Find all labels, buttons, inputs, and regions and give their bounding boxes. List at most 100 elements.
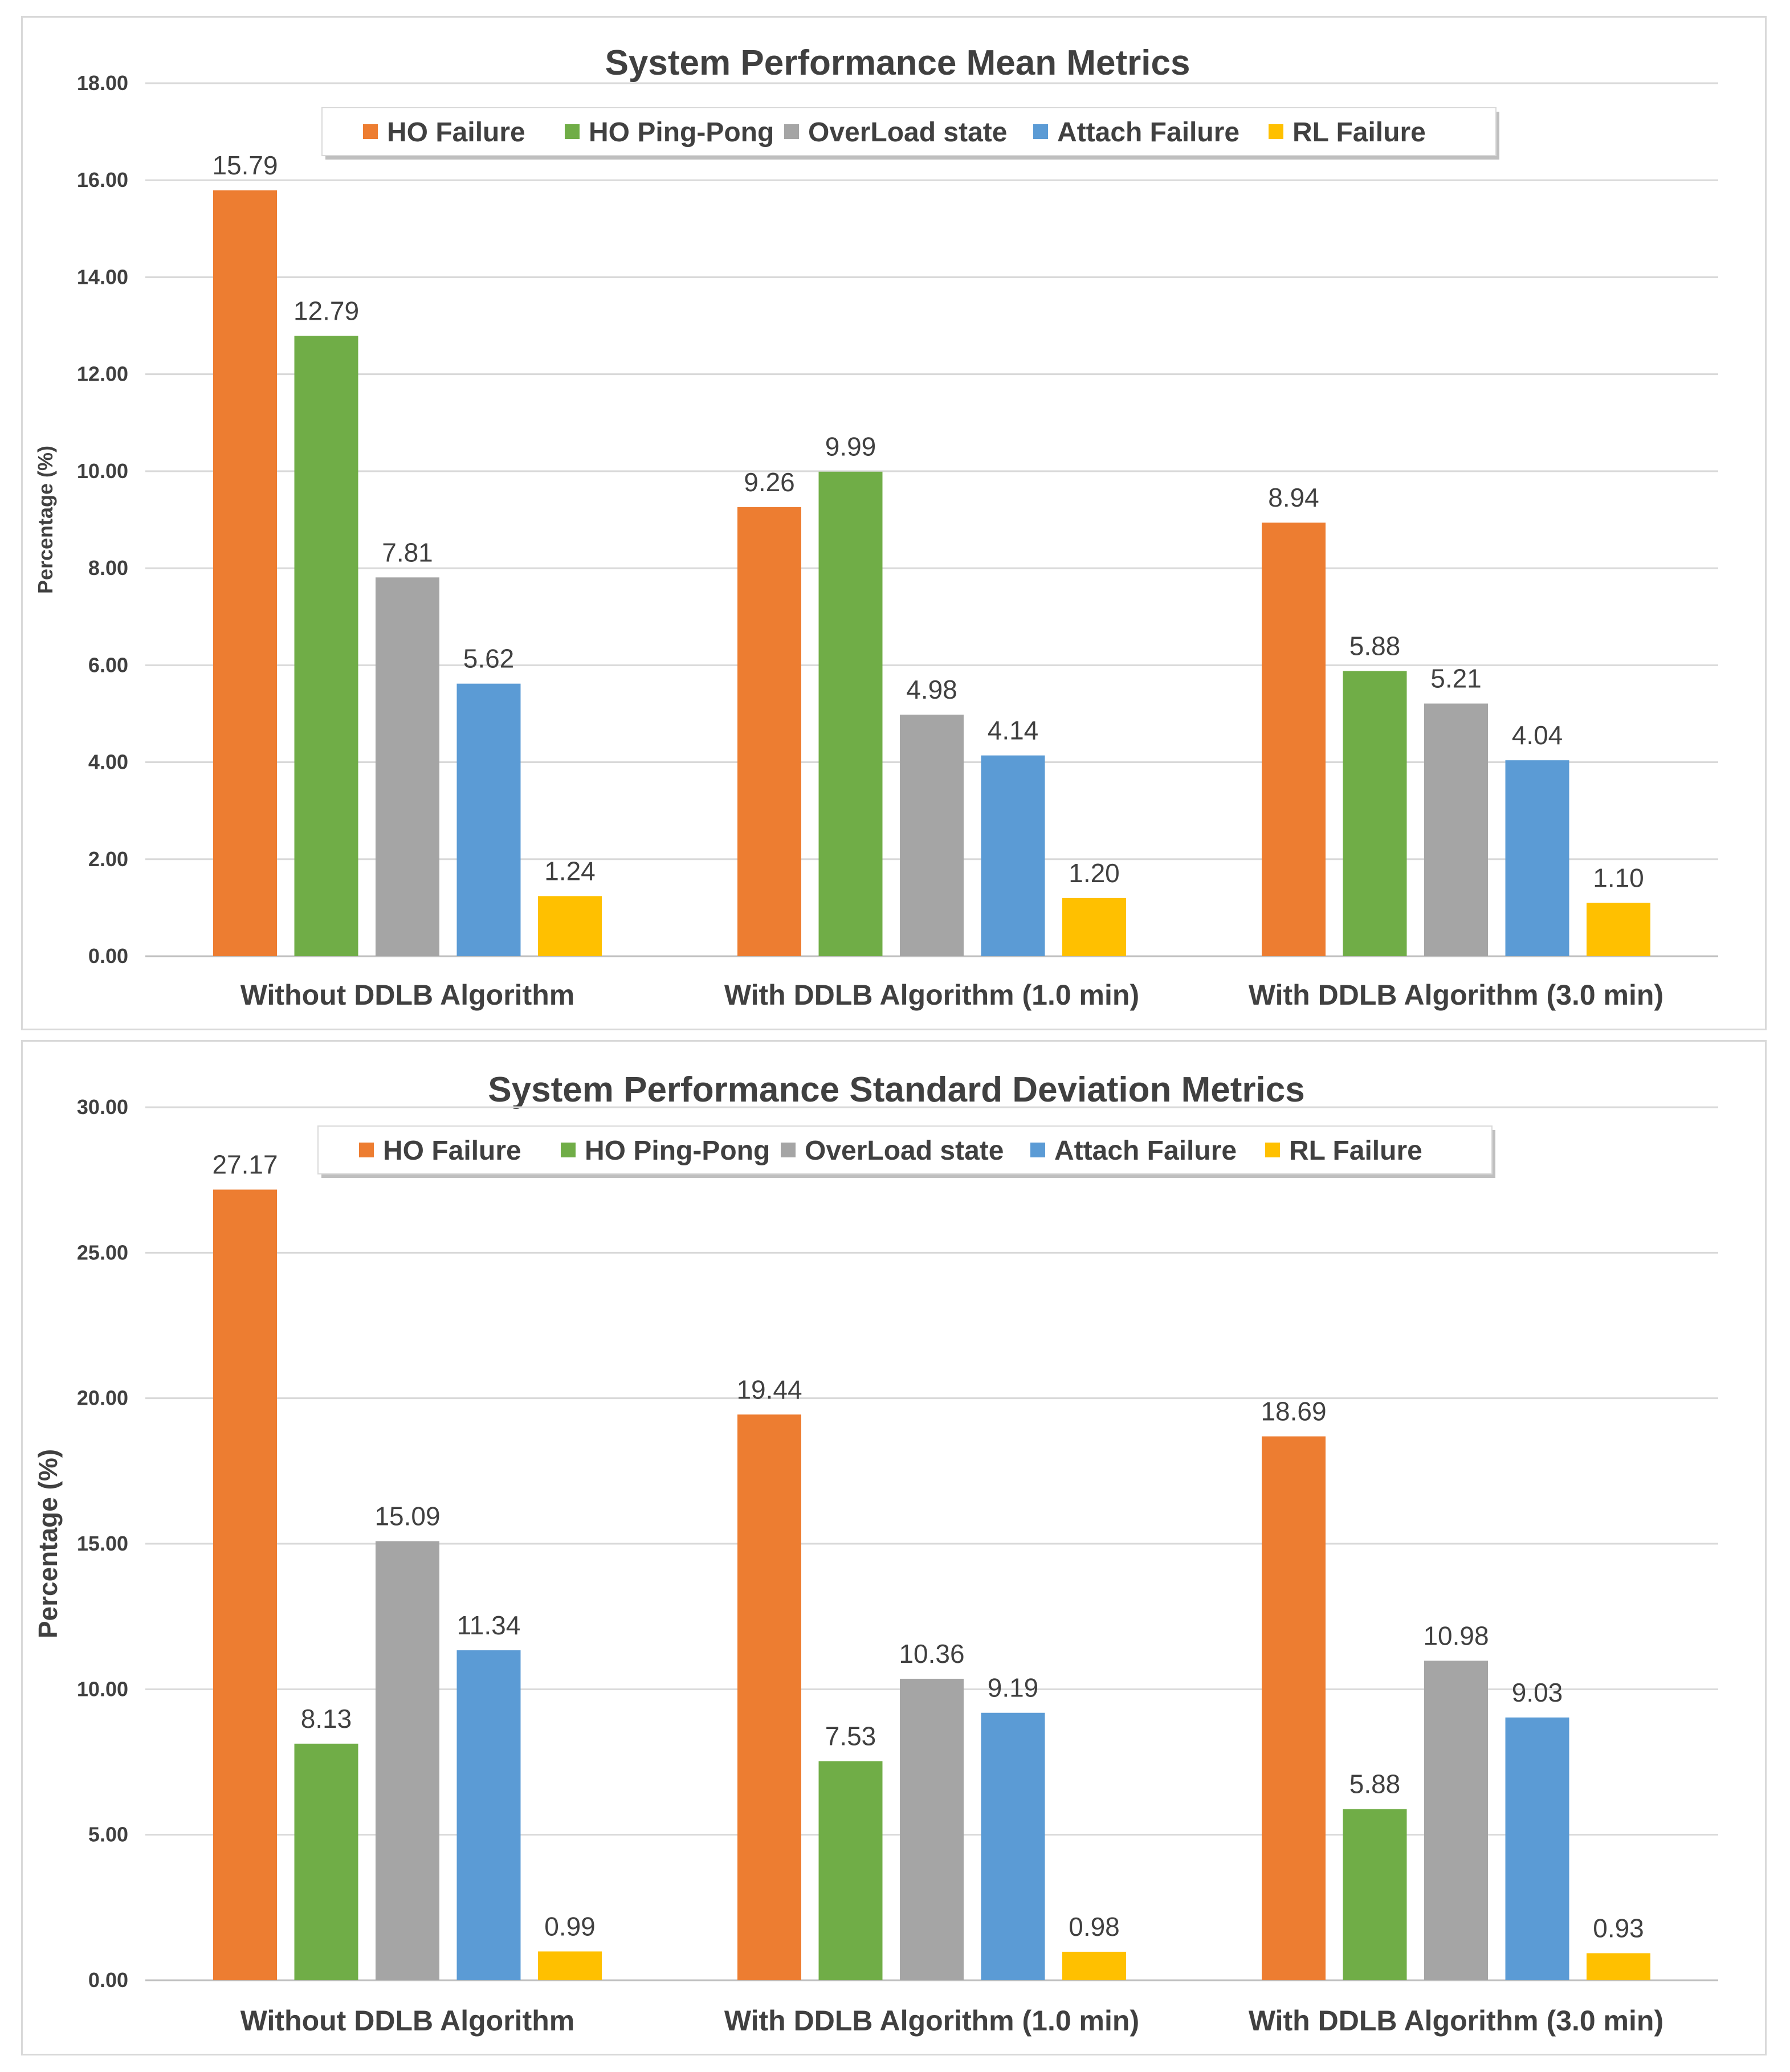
data-label: 7.81 (382, 537, 433, 567)
data-label: 7.53 (825, 1721, 876, 1751)
bars (213, 190, 1650, 956)
data-label: 0.99 (544, 1911, 596, 1941)
bar-overload-state (376, 1541, 439, 1980)
legend-label: HO Ping-Pong (585, 1136, 770, 1166)
bar-ho-ping-pong (818, 1761, 883, 1980)
legend-label: HO Failure (387, 117, 525, 148)
legend-label: OverLoad state (805, 1136, 1004, 1166)
mean-metrics-chart: System Performance Mean Metrics 0.00 2.00… (34, 43, 1718, 1011)
y-tick-label: 14.00 (77, 265, 128, 288)
bar-ho-failure (213, 1189, 277, 1980)
data-label: 27.17 (212, 1150, 278, 1180)
mean-metrics-chart-panel: System Performance Mean Metrics 0.00 2.00… (21, 16, 1767, 1030)
legend-box (321, 107, 1497, 156)
x-category-label: With DDLB Algorithm (1.0 min) (724, 979, 1139, 1011)
y-axis-label: Percentage (%) (34, 446, 57, 594)
y-tick-label: 5.00 (88, 1823, 128, 1846)
x-category-label: Without DDLB Algorithm (240, 2005, 574, 2037)
data-label: 1.20 (1069, 858, 1120, 888)
y-axis-ticks: 0.00 5.00 10.00 15.00 20.00 25.00 30.00 (77, 1095, 128, 1992)
bar-ho-failure (737, 507, 801, 956)
bar-attach-failure (1505, 760, 1569, 956)
data-label: 8.94 (1268, 483, 1319, 512)
data-label: 4.98 (906, 675, 957, 704)
data-label: 15.09 (374, 1501, 440, 1531)
x-category-label: With DDLB Algorithm (3.0 min) (1249, 2005, 1663, 2037)
legend-swatch (363, 124, 378, 139)
legend-label: HO Ping-Pong (589, 117, 774, 148)
data-label: 4.04 (1512, 720, 1563, 750)
bar-overload-state (900, 715, 964, 956)
data-label: 11.34 (457, 1610, 521, 1640)
y-tick-label: 16.00 (77, 168, 128, 191)
x-category-label: With DDLB Algorithm (1.0 min) (724, 2005, 1139, 2037)
std-metrics-chart-panel: System Performance Standard Deviation Me… (21, 1040, 1767, 2055)
legend-swatch (561, 1143, 576, 1157)
chart-title: System Performance Mean Metrics (605, 43, 1190, 83)
bar-ho-failure (1262, 1436, 1326, 1980)
data-label: 8.13 (301, 1704, 352, 1734)
y-tick-label: 0.00 (88, 1968, 128, 1992)
data-label: 0.98 (1069, 1912, 1120, 1942)
data-labels: 27.17 8.13 15.09 11.34 0.99 19.44 7.53 10.36 9.1… (212, 1150, 1644, 1943)
data-label: 9.99 (825, 432, 876, 462)
data-label: 9.26 (744, 467, 795, 497)
bar-ho-failure (737, 1414, 801, 1980)
y-tick-label: 25.00 (77, 1241, 128, 1264)
data-label: 1.24 (544, 856, 596, 886)
legend: HO Failure HO Ping-Pong OverLoad state Atta… (321, 107, 1499, 160)
bars (213, 1189, 1650, 1980)
y-axis-ticks: 0.00 2.00 4.00 6.00 8.00 10.00 12.00 14.00 16.00… (77, 71, 128, 968)
bar-ho-failure (1262, 523, 1326, 956)
legend-label: Attach Failure (1054, 1136, 1237, 1166)
data-label: 10.36 (899, 1639, 964, 1669)
data-label: 19.44 (736, 1374, 802, 1404)
bar-rl-failure (1062, 898, 1126, 956)
bar-attach-failure (456, 1650, 521, 1980)
y-axis-label: Percentage (%) (33, 1449, 63, 1638)
y-tick-label: 12.00 (77, 362, 128, 386)
legend-label: RL Failure (1292, 117, 1426, 148)
data-label: 5.21 (1430, 664, 1482, 694)
y-tick-label: 30.00 (77, 1095, 128, 1119)
bar-ho-ping-pong (1343, 671, 1407, 956)
data-label: 4.14 (988, 716, 1039, 745)
data-label: 1.10 (1593, 863, 1644, 892)
y-tick-label: 0.00 (88, 944, 128, 968)
y-tick-label: 6.00 (88, 653, 128, 676)
legend-swatch (1033, 124, 1048, 139)
y-tick-label: 2.00 (88, 847, 128, 871)
bar-attach-failure (456, 683, 521, 956)
bar-ho-ping-pong (294, 1743, 358, 1980)
legend-label: OverLoad state (808, 117, 1007, 148)
y-tick-label: 10.00 (77, 459, 128, 483)
bar-overload-state (376, 577, 439, 956)
bar-ho-ping-pong (818, 471, 883, 956)
bar-rl-failure (1062, 1951, 1126, 1980)
y-tick-label: 15.00 (77, 1532, 128, 1555)
x-axis-categories: Without DDLB Algorithm With DDLB Algorith… (240, 979, 1663, 1011)
legend-label: RL Failure (1289, 1136, 1422, 1166)
legend-label: HO Failure (383, 1136, 521, 1166)
y-tick-label: 18.00 (77, 71, 128, 95)
data-label: 15.79 (212, 150, 278, 180)
bar-attach-failure (981, 1712, 1045, 1980)
legend-swatch (1265, 1143, 1280, 1157)
x-category-label: With DDLB Algorithm (3.0 min) (1249, 979, 1663, 1011)
data-labels: 15.79 12.79 7.81 5.62 1.24 9.26 9.99 4.98 4.14 1.… (212, 150, 1644, 892)
bar-ho-ping-pong (1343, 1809, 1407, 1980)
data-label: 12.79 (293, 296, 359, 325)
bar-attach-failure (1505, 1717, 1569, 1980)
bar-attach-failure (981, 755, 1045, 956)
data-label: 5.88 (1349, 631, 1401, 661)
bar-ho-failure (213, 190, 277, 956)
data-label: 0.93 (1593, 1914, 1644, 1943)
bar-overload-state (1424, 1661, 1488, 1980)
legend-swatch (1030, 1143, 1045, 1157)
x-axis-categories: Without DDLB Algorithm With DDLB Algorith… (240, 2005, 1663, 2037)
std-metrics-chart: System Performance Standard Deviation Me… (33, 1070, 1718, 2037)
x-category-label: Without DDLB Algorithm (240, 979, 574, 1011)
data-label: 5.88 (1349, 1769, 1401, 1799)
y-tick-label: 10.00 (77, 1677, 128, 1700)
bar-rl-failure (538, 1951, 602, 1980)
